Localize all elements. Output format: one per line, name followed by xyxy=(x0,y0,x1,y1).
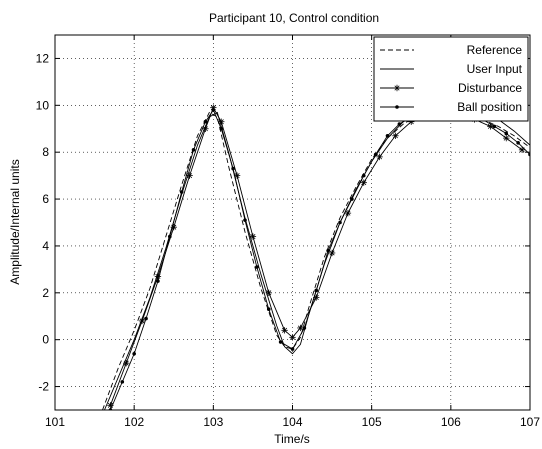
y-tick-label: 6 xyxy=(42,192,49,206)
series-point xyxy=(281,327,288,334)
legend-label: Reference xyxy=(467,43,523,57)
x-axis-title: Time/s xyxy=(274,432,310,446)
legend-item: Ball position xyxy=(380,100,522,114)
series-point xyxy=(518,146,526,154)
series-point xyxy=(385,133,390,138)
series-point xyxy=(361,173,366,178)
series-point xyxy=(132,351,136,356)
legend-label: User Input xyxy=(467,62,523,76)
series-point xyxy=(504,131,509,136)
series-point xyxy=(156,279,160,283)
x-tick-label: 107 xyxy=(520,415,540,429)
series-point xyxy=(243,218,247,222)
x-tick-label: 104 xyxy=(282,415,302,429)
chart-title: Participant 10, Control condition xyxy=(209,11,379,25)
x-tick-label: 105 xyxy=(362,415,382,429)
series-point xyxy=(123,359,130,367)
series-point xyxy=(350,197,354,201)
series-point xyxy=(211,108,216,112)
series-point xyxy=(219,126,224,131)
y-axis-title: Amplitude/Internal units xyxy=(8,159,22,284)
series-point xyxy=(302,326,307,330)
series-line xyxy=(102,109,530,410)
legend-item: Reference xyxy=(380,43,522,57)
series-point xyxy=(290,347,295,351)
series-point xyxy=(203,119,208,124)
series-point xyxy=(338,220,342,225)
y-tick-label: -2 xyxy=(38,380,49,394)
series-point xyxy=(144,316,148,321)
tick-layer: 101 102 103 104 105 106 107 -2 0 2 4 6 8 10 12 xyxy=(36,35,540,429)
legend-label: Ball position xyxy=(457,100,522,114)
series-point xyxy=(492,124,497,129)
legend: Reference User Input Disturbance Ball posit… xyxy=(373,36,529,122)
x-tick-label: 101 xyxy=(45,415,65,429)
series-point xyxy=(191,148,196,152)
y-tick-label: 8 xyxy=(42,145,49,159)
series-point xyxy=(376,153,383,161)
series-point xyxy=(328,249,336,257)
legend-marker xyxy=(395,105,399,109)
series-point xyxy=(297,324,304,332)
series-point xyxy=(186,172,193,179)
series-point xyxy=(360,179,367,186)
series-point xyxy=(167,234,172,239)
series-point xyxy=(138,317,146,325)
series-point xyxy=(516,141,520,145)
series-reference xyxy=(102,109,530,410)
series-point xyxy=(278,340,283,344)
y-tick-label: 2 xyxy=(42,286,49,300)
series-point xyxy=(392,132,399,139)
series-point xyxy=(255,265,259,269)
series-point xyxy=(202,125,209,132)
legend-item: User Input xyxy=(380,62,523,76)
series-point xyxy=(266,307,271,312)
series-point xyxy=(397,122,402,126)
series-point xyxy=(249,233,257,240)
x-tick-label: 103 xyxy=(203,415,223,429)
series-point xyxy=(326,248,330,253)
series-point xyxy=(289,334,296,341)
series-point xyxy=(179,190,184,194)
legend-label: Disturbance xyxy=(458,81,522,95)
y-tick-label: 0 xyxy=(42,333,49,347)
x-tick-label: 106 xyxy=(441,415,461,429)
series-point xyxy=(314,288,319,293)
series-point xyxy=(373,152,378,157)
y-tick-label: 12 xyxy=(36,51,50,65)
y-tick-label: 10 xyxy=(36,98,50,112)
legend-item: Disturbance xyxy=(380,81,522,95)
series-point xyxy=(344,209,352,217)
series-point xyxy=(231,166,235,171)
legend-marker xyxy=(393,84,401,92)
x-tick-label: 102 xyxy=(124,415,144,429)
y-tick-label: 4 xyxy=(42,239,49,253)
series-point xyxy=(218,118,225,125)
series-point xyxy=(503,134,510,142)
series-point xyxy=(120,380,125,384)
series-point xyxy=(265,289,272,297)
